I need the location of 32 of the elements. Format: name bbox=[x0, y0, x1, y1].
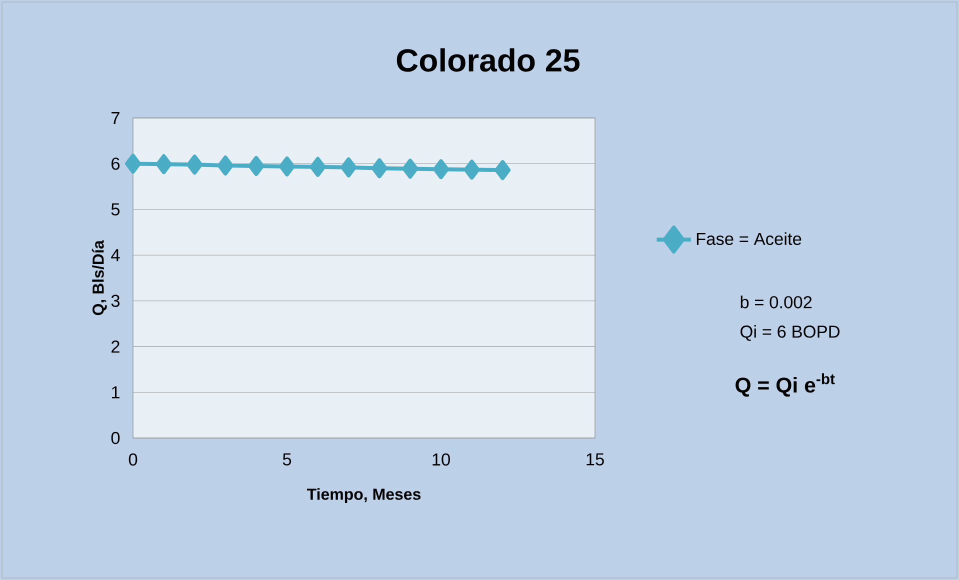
point bbox=[433, 159, 450, 180]
legend-label: Fase = Aceite bbox=[696, 232, 802, 246]
point bbox=[156, 154, 172, 174]
text: Qi = 6 BOPD bbox=[740, 325, 840, 341]
y-tick-label: 1 bbox=[112, 386, 120, 398]
point bbox=[310, 156, 326, 177]
x-tick-label: 5 bbox=[282, 453, 292, 466]
chart-title: Colorado 25 bbox=[396, 48, 580, 72]
text: b = 0.002 bbox=[740, 296, 812, 308]
point bbox=[402, 158, 418, 179]
point bbox=[464, 160, 480, 180]
point bbox=[340, 157, 357, 178]
y-tick-label: 5 bbox=[111, 203, 120, 216]
point bbox=[217, 156, 234, 176]
x-tick-label: 10 bbox=[432, 453, 450, 466]
point bbox=[371, 158, 388, 178]
y-tick-label: 2 bbox=[112, 340, 120, 353]
y-axis-title: Q, Bls/Día bbox=[92, 240, 107, 316]
y-tick-label: 0 bbox=[111, 432, 120, 444]
point bbox=[125, 154, 142, 174]
point bbox=[494, 160, 511, 180]
point bbox=[279, 156, 296, 176]
x-tick-label: 15 bbox=[586, 453, 604, 466]
x-tick-label: 0 bbox=[128, 453, 138, 466]
y-tick-label: 7 bbox=[112, 112, 120, 124]
y-tick-label: 6 bbox=[112, 158, 120, 170]
text: Q = Qi e$^{-bt}$ bbox=[736, 373, 835, 397]
y-tick-label: 3 bbox=[111, 294, 120, 307]
x-axis-title: Tiempo, Meses bbox=[306, 488, 421, 504]
y-tick-label: 4 bbox=[111, 249, 120, 262]
point bbox=[186, 154, 203, 175]
point bbox=[248, 156, 264, 176]
